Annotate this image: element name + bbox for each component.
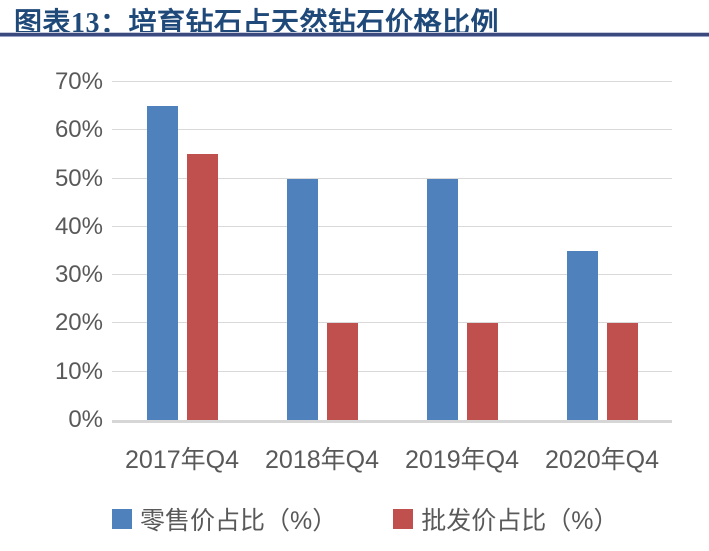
- gridline: [112, 225, 672, 227]
- gridline: [112, 81, 672, 82]
- legend-swatch-wholesale: [393, 509, 414, 529]
- bar-group: [112, 82, 252, 420]
- bar-retail: [146, 106, 178, 420]
- legend-swatch-retail: [112, 509, 132, 529]
- gridline: [112, 129, 672, 131]
- bar-group: [252, 82, 392, 420]
- gridline: [112, 322, 672, 324]
- bar-retail: [286, 178, 318, 420]
- legend-label-wholesale: 批发价占比（%）: [421, 507, 619, 535]
- x-tick-label: 2019年Q4: [405, 446, 519, 474]
- gridline: [112, 274, 672, 276]
- bar-group: [532, 82, 672, 420]
- x-axis: 2017年Q4 2018年Q4 2019年Q4 2020年Q4: [112, 440, 672, 476]
- bar-wholesale: [186, 154, 218, 420]
- bar-wholesale: [326, 323, 358, 420]
- bar-wholesale: [466, 323, 498, 420]
- legend-label-retail: 零售价占比（%）: [140, 507, 338, 535]
- y-tick-label: 30%: [54, 261, 103, 289]
- y-tick-label: 40%: [54, 212, 103, 240]
- x-tick-label: 2020年Q4: [545, 446, 659, 474]
- legend-item-wholesale: 批发价占比（%）: [393, 501, 618, 537]
- x-tick-label: 2018年Q4: [265, 446, 379, 474]
- chart-legend: 零售价占比（%） 批发价占比（%）: [112, 501, 618, 537]
- y-tick-label: 70%: [54, 68, 103, 95]
- y-tick-label: 10%: [54, 357, 103, 385]
- y-tick-label: 60%: [54, 116, 103, 144]
- gridline: [112, 370, 672, 372]
- y-axis: 0% 10% 20% 30% 40% 50% 60% 70%: [0, 70, 103, 432]
- x-tick-label: 2017年Q4: [125, 446, 239, 474]
- bar-retail: [566, 251, 598, 420]
- bar-retail: [426, 178, 458, 420]
- gridline: [112, 177, 672, 179]
- bar-wholesale: [606, 323, 638, 420]
- bar-group: [392, 82, 532, 420]
- y-tick-label: 50%: [54, 164, 103, 192]
- y-tick-label: 20%: [54, 309, 103, 337]
- plot-area: [112, 81, 672, 423]
- legend-item-retail: 零售价占比（%）: [112, 501, 337, 537]
- y-tick-label: 0%: [68, 406, 103, 433]
- title-divider: [0, 32, 709, 37]
